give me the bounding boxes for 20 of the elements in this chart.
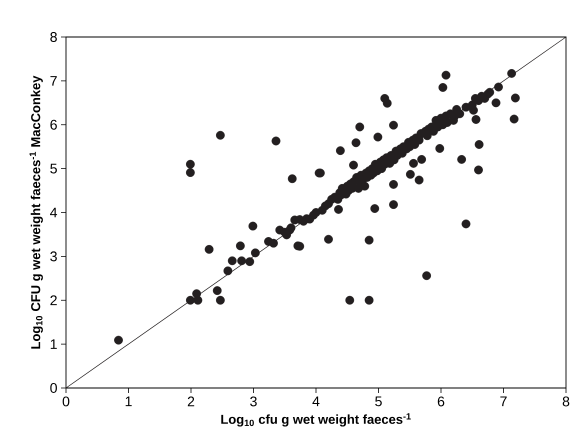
x-tick-label: 4 (312, 396, 320, 406)
y-tick-label: 8 (50, 32, 57, 42)
y-tick-label: 7 (50, 76, 57, 86)
x-tick-label: 2 (188, 396, 194, 406)
x-tick-label: 3 (250, 396, 257, 406)
x-tick-label: 5 (375, 396, 382, 406)
y-tick-label: 6 (50, 120, 57, 130)
x-tick-label: 0 (62, 396, 70, 406)
y-tick-label: 1 (50, 339, 57, 349)
y-axis-title: Log$_{10}$ CFU g wet weight faeces$^{-1}$ MacConkey (30, 76, 43, 349)
y-tick-label: 3 (50, 251, 57, 262)
x-tick-label: 1 (126, 396, 132, 406)
y-tick-label: 0 (50, 383, 57, 393)
y-tick-label: 2 (50, 295, 57, 306)
y-tick-label: 5 (50, 164, 57, 174)
x-axis-title: Log$_{10}$ cfu g wet weight faeces$^{-1}$ (221, 413, 411, 427)
x-tick-label: 6 (438, 396, 444, 406)
x-tick-label: 8 (562, 396, 570, 406)
x-tick-label: 7 (500, 396, 507, 406)
y-tick-label: 4 (50, 208, 58, 218)
